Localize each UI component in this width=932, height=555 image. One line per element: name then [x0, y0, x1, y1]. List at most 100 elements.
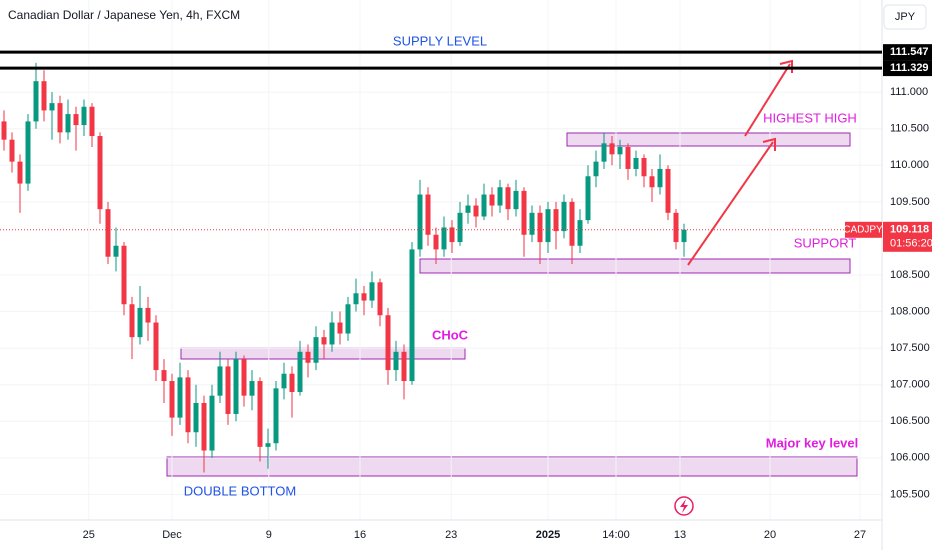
candle-body	[473, 205, 479, 217]
arrow	[687, 141, 774, 266]
candle-body	[265, 443, 271, 447]
candle-body	[425, 194, 431, 235]
candle-body	[33, 81, 39, 122]
chart-title: Canadian Dollar / Japanese Yen, 4h, FXCM	[8, 8, 240, 22]
y-tick-label: 110.000	[890, 159, 929, 171]
y-tick-label: 110.500	[890, 123, 929, 135]
candle-body	[129, 304, 135, 338]
annotation: SUPPORT	[794, 235, 857, 250]
candle-body	[137, 307, 143, 338]
candle-body	[241, 359, 247, 396]
candle-body	[585, 176, 591, 221]
candle-body	[569, 201, 575, 246]
candle-body	[17, 161, 23, 184]
candle-body	[113, 245, 119, 257]
candle-body	[529, 212, 535, 235]
candle-body	[657, 168, 663, 188]
y-tick-label: 106.000	[890, 452, 930, 464]
candle-body	[73, 114, 79, 126]
candle-body	[401, 351, 407, 382]
candle-body	[249, 381, 255, 396]
highest-high-zone	[566, 132, 851, 147]
y-tick-label: 111.000	[890, 86, 928, 98]
candle-body	[409, 249, 415, 382]
candle-body	[617, 147, 623, 155]
candle-body	[489, 194, 495, 206]
x-tick-label: 13	[674, 529, 686, 541]
currency-label[interactable]: JPY	[895, 11, 916, 23]
candle-body	[89, 106, 95, 137]
candle-body	[201, 402, 207, 451]
choc-zone	[180, 347, 466, 360]
y-tick-label: 105.500	[890, 488, 930, 500]
major-key-zone	[166, 456, 858, 477]
level-label: 111.547	[890, 46, 929, 58]
candle-body	[185, 377, 191, 433]
candle-body	[329, 322, 335, 345]
annotation: SUPPLY LEVEL	[393, 33, 487, 48]
x-tick-label: 9	[266, 529, 272, 541]
currency-button[interactable]	[883, 4, 927, 30]
candle-body	[609, 143, 615, 155]
candle-body	[393, 351, 399, 371]
candle-body	[681, 229, 687, 243]
candle-body	[601, 143, 607, 162]
candle-body	[97, 136, 103, 210]
annotation: CHoC	[432, 327, 469, 342]
candle-body	[273, 388, 279, 444]
candle-body	[665, 168, 671, 213]
y-tick-label: 106.500	[890, 415, 930, 427]
candle-body	[233, 359, 239, 414]
y-tick-label: 109.500	[890, 196, 930, 208]
candle-body	[25, 121, 31, 184]
x-tick-label: Dec	[162, 529, 182, 541]
countdown: 01:56:20	[890, 238, 932, 250]
symbol-box	[845, 221, 882, 238]
candle-body	[41, 81, 47, 111]
candle-body	[225, 366, 231, 414]
candle-body	[537, 212, 543, 243]
candle-body	[361, 293, 367, 301]
candle-body	[121, 245, 127, 305]
candle-body	[257, 381, 263, 447]
y-tick-label: 107.000	[890, 379, 930, 391]
zones	[166, 132, 858, 477]
candle-body	[49, 103, 55, 111]
candle-body	[481, 194, 487, 217]
candle-body	[345, 304, 351, 334]
price-label: 109.118	[890, 224, 929, 236]
x-tick-label: 16	[354, 529, 366, 541]
x-tick-label: 14:00	[602, 529, 630, 541]
candle-body	[497, 187, 503, 206]
candle-body	[417, 194, 423, 250]
annotation: Major key level	[766, 435, 859, 450]
candle-body	[673, 212, 679, 243]
candle-body	[161, 370, 167, 382]
arrow	[744, 63, 791, 137]
candle-body	[193, 402, 199, 433]
price-box	[883, 221, 932, 252]
candle-body	[81, 106, 87, 126]
icon-bolt[interactable]	[680, 499, 688, 513]
alert-icon[interactable]	[674, 496, 694, 516]
x-tick-label: 27	[854, 529, 866, 541]
candle-body	[457, 212, 463, 243]
candle-body	[641, 157, 647, 177]
symbol-label: CADJPY	[843, 224, 883, 235]
candle-body	[9, 139, 15, 162]
candle-body	[65, 114, 71, 133]
candle-body	[217, 366, 223, 396]
x-tick-label: 20	[764, 529, 776, 541]
y-tick-label: 107.500	[890, 342, 930, 354]
candle-body	[353, 293, 359, 305]
candle-body	[561, 201, 567, 232]
y-tick-label: 108.000	[890, 305, 930, 317]
candle-body	[433, 234, 439, 250]
candle-body	[449, 227, 455, 243]
candle-body	[169, 381, 175, 418]
candle-body	[441, 227, 447, 250]
arrow-head	[762, 137, 776, 151]
candle-body	[369, 282, 375, 301]
candle-body	[105, 209, 111, 257]
